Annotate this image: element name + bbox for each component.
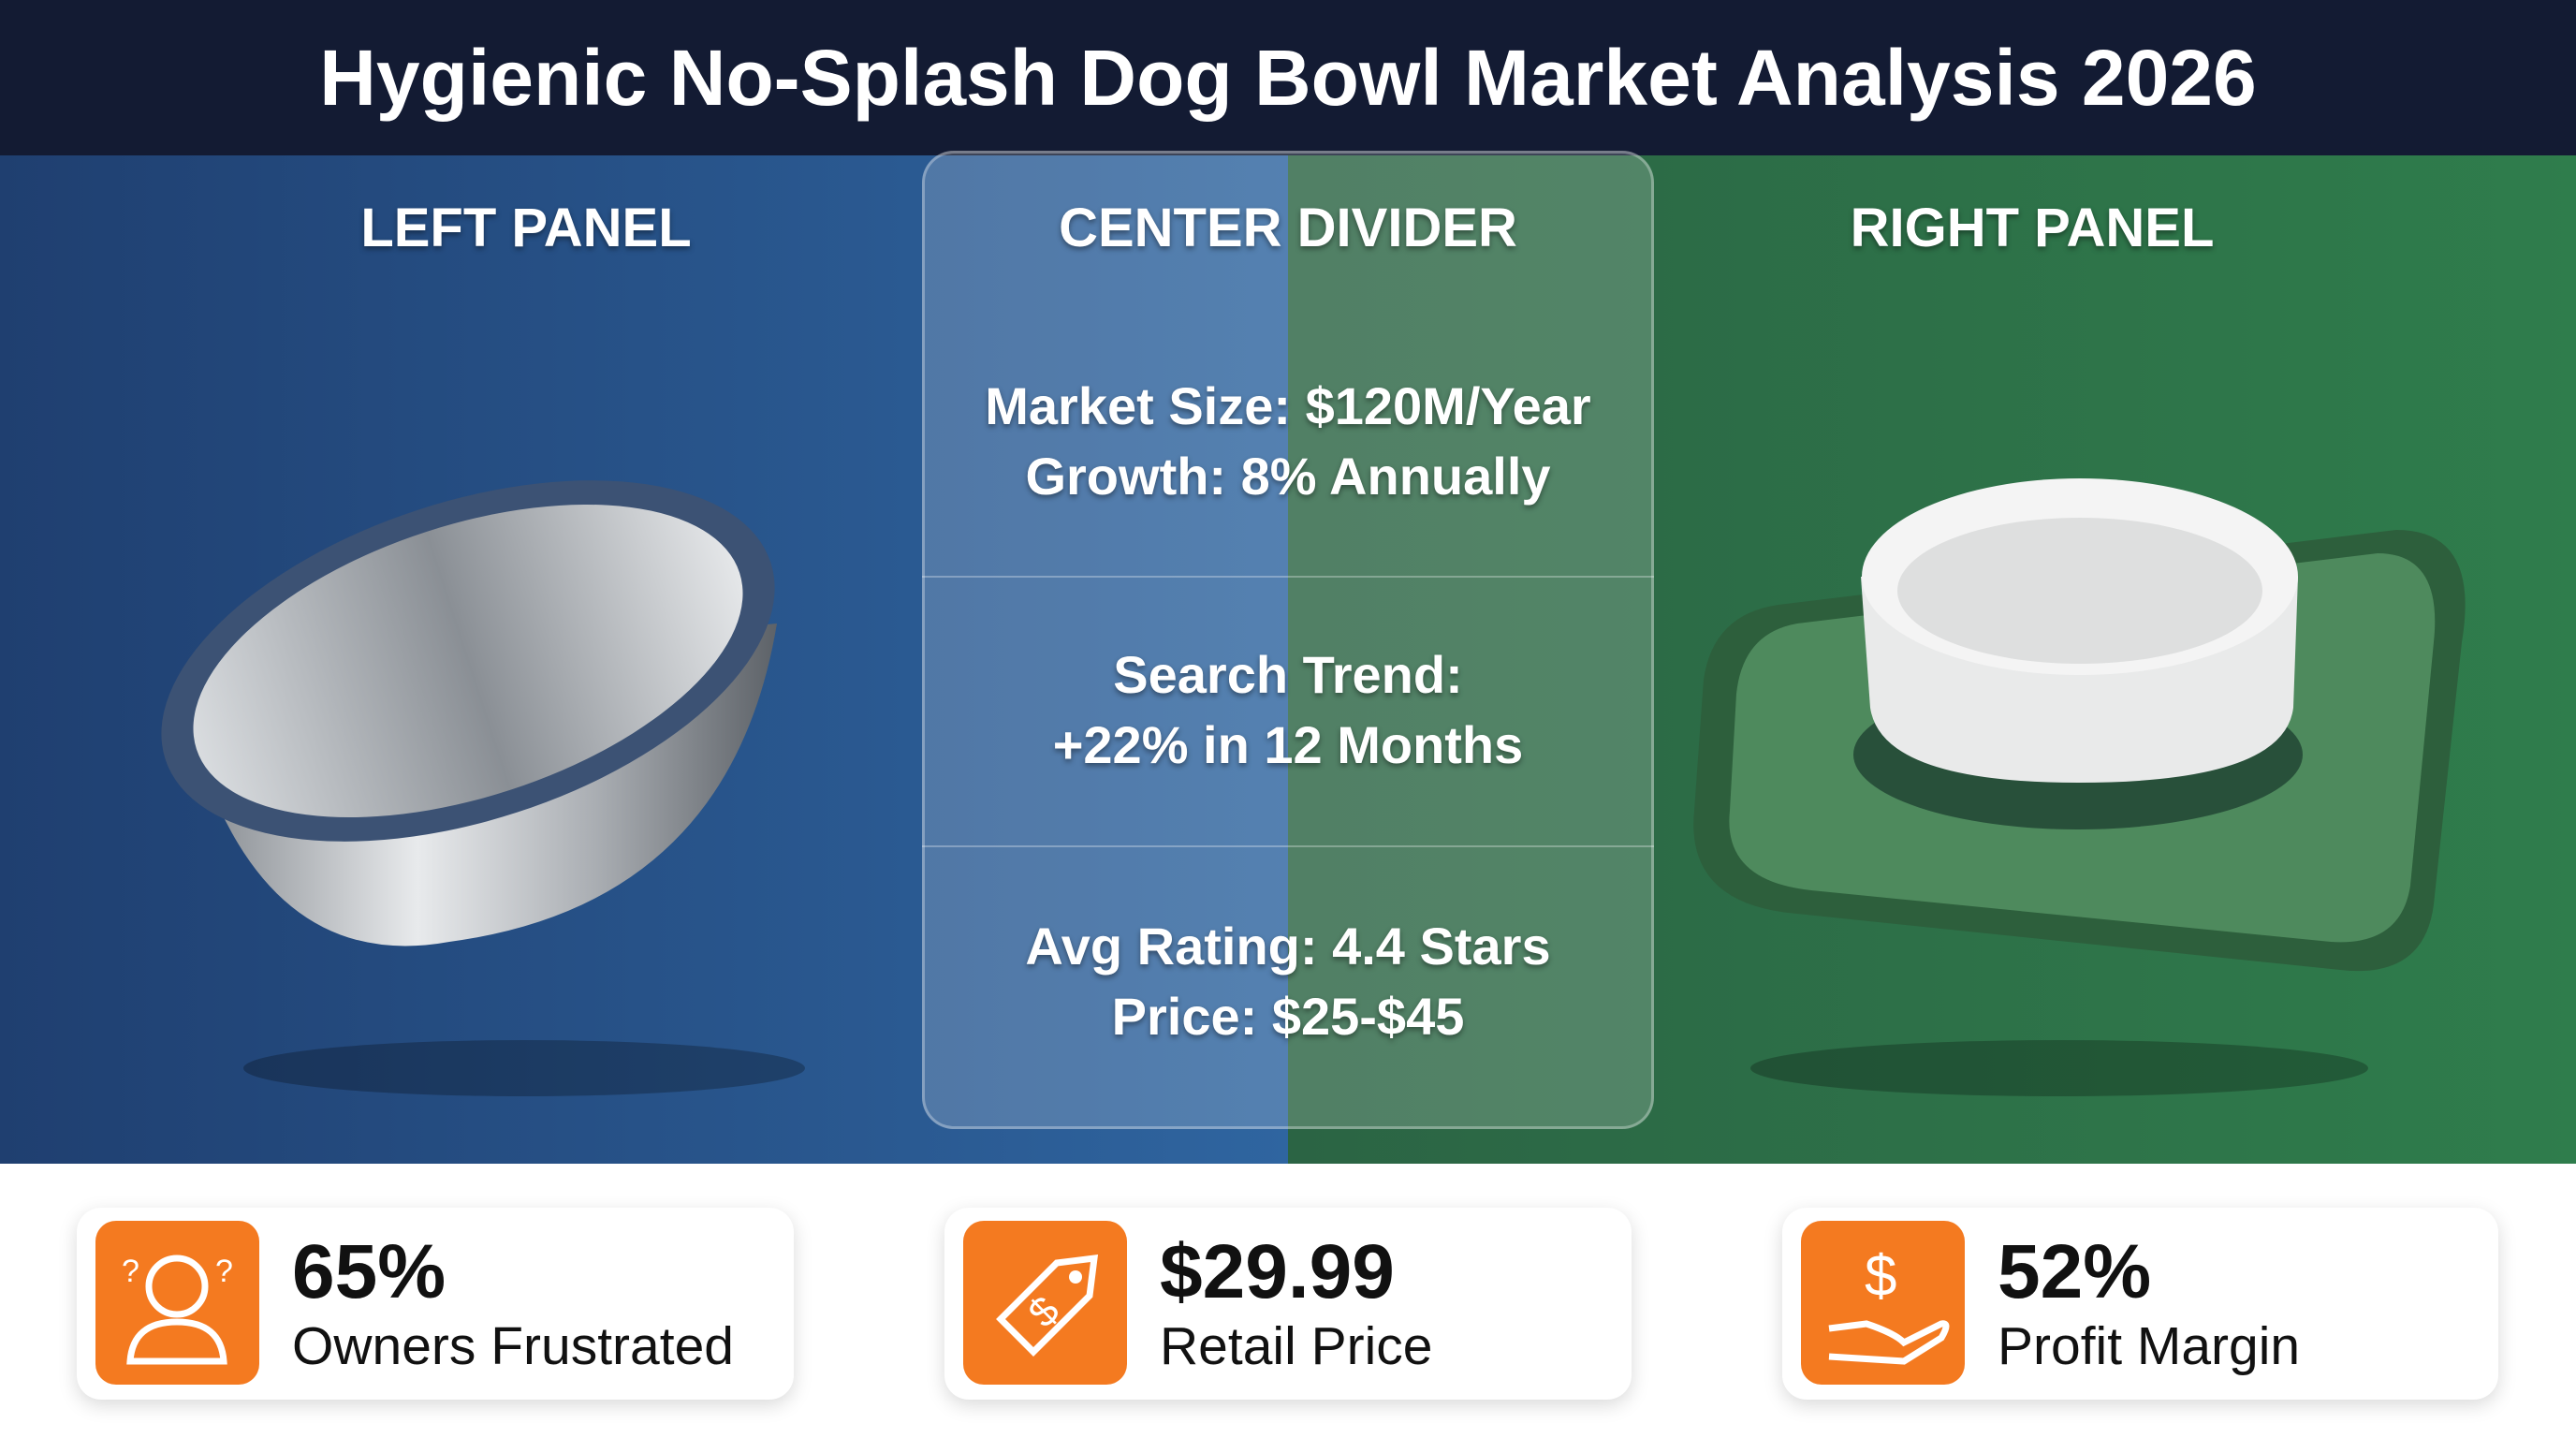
icon-glyph: ?? bbox=[122, 1254, 233, 1365]
illustrations bbox=[161, 478, 2466, 1096]
stat-block: Avg Rating: 4.4 Stars Price: $25-$45 bbox=[922, 911, 1654, 1051]
icon: $ bbox=[963, 1221, 1127, 1385]
svg-text:?: ? bbox=[215, 1254, 233, 1289]
stat-block: Search Trend: +22% in 12 Months bbox=[922, 639, 1654, 780]
stat-line: Growth: 8% Annually bbox=[1025, 447, 1551, 506]
stat-line: Price: $25-$45 bbox=[1111, 987, 1465, 1046]
stat-block: Market Size: $120M/Year Growth: 8% Annual… bbox=[922, 371, 1654, 511]
icon-glyph: $ bbox=[996, 1254, 1099, 1357]
stat-card: $ $29.99 Retail Price bbox=[944, 1208, 1632, 1400]
icon: ?? bbox=[95, 1221, 259, 1385]
separator bbox=[922, 845, 1654, 847]
panel-label: RIGHT PANEL bbox=[1850, 198, 2215, 258]
svg-text:?: ? bbox=[122, 1254, 139, 1289]
stat-value: 65% bbox=[292, 1229, 446, 1314]
stat-value: $29.99 bbox=[1160, 1229, 1395, 1314]
stat-card: ?? 65% Owners Frustrated bbox=[77, 1208, 794, 1400]
stat-label: Owners Frustrated bbox=[292, 1316, 734, 1376]
stat-line: +22% in 12 Months bbox=[1052, 715, 1524, 774]
svg-text:$: $ bbox=[1865, 1244, 1896, 1309]
icon-glyph: $ bbox=[1828, 1244, 1950, 1365]
center-divider bbox=[922, 151, 1654, 1129]
separator bbox=[922, 576, 1654, 578]
stat-value: 52% bbox=[1998, 1229, 2152, 1314]
stat-label: Profit Margin bbox=[1998, 1316, 2301, 1376]
stat-label: Retail Price bbox=[1160, 1316, 1433, 1376]
stat-line: Market Size: $120M/Year bbox=[985, 376, 1591, 435]
icon: $ bbox=[1801, 1221, 1965, 1385]
stat-card: $52% Profit Margin bbox=[1782, 1208, 2498, 1400]
stat-line: Avg Rating: 4.4 Stars bbox=[1025, 917, 1551, 976]
stat-line: Search Trend: bbox=[1113, 645, 1463, 704]
panel-label: LEFT PANEL bbox=[360, 198, 692, 258]
panel-label: CENTER DIVIDER bbox=[1059, 198, 1517, 258]
title: Hygienic No-Splash Dog Bowl Market Analy… bbox=[0, 0, 2576, 155]
